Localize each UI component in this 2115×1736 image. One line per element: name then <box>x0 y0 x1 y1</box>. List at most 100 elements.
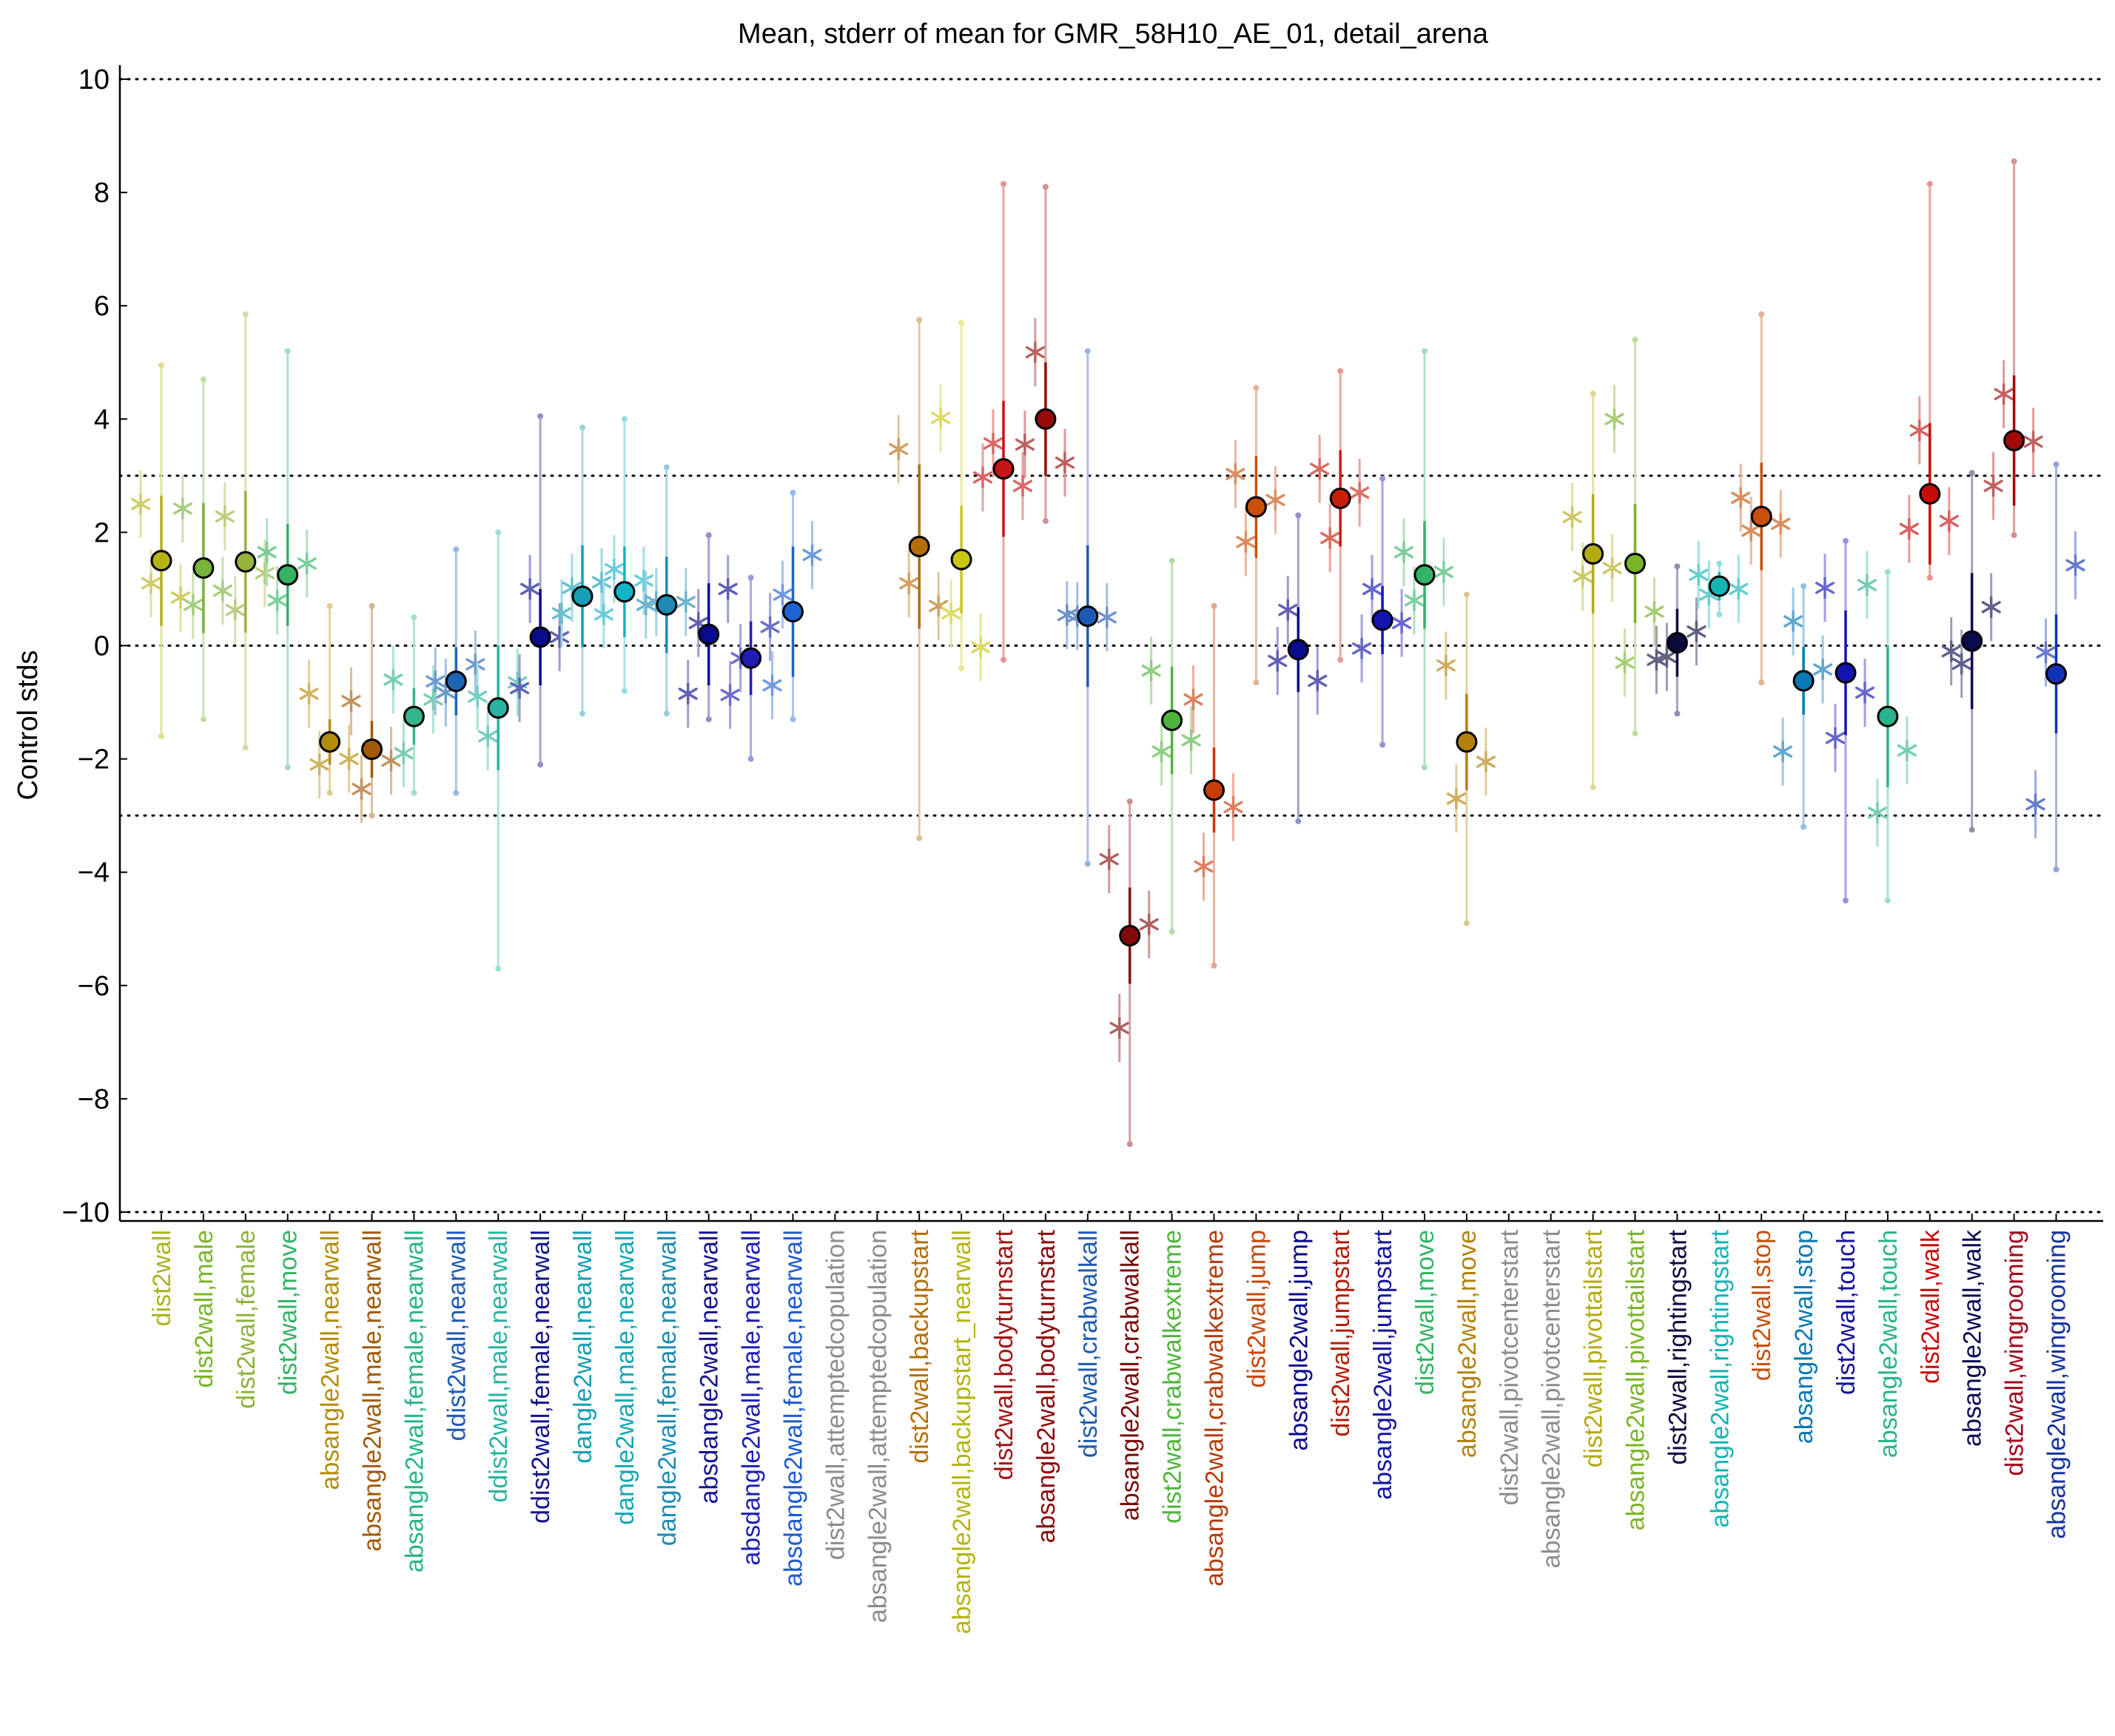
range-end-dot <box>916 317 923 323</box>
star-marker <box>1055 451 1075 474</box>
star-stroke <box>1644 605 1664 618</box>
star-marker <box>889 438 909 460</box>
star-stroke <box>1139 918 1159 931</box>
star-marker <box>550 626 570 648</box>
range-end-dot <box>1001 656 1006 663</box>
range-end-dot <box>1968 827 1975 833</box>
range-end-dot <box>621 687 628 694</box>
star-stroke <box>1899 522 1919 536</box>
mean-marker <box>1919 482 1941 505</box>
mean-marker <box>908 536 930 558</box>
data-point-group <box>1015 184 1075 525</box>
mean-marker <box>1877 705 1899 727</box>
range-end-dot <box>453 790 460 796</box>
range-end-dot <box>453 546 460 553</box>
range-end-dot <box>579 424 585 431</box>
star-stroke <box>478 730 498 743</box>
star-stroke <box>1012 480 1033 492</box>
star-stroke <box>172 502 192 515</box>
range-end-dot <box>537 761 544 768</box>
chart-title: Mean, stderr of mean for GMR_58H10_AE_01… <box>738 18 1489 50</box>
range-end-dot <box>1126 1141 1133 1148</box>
range-end-dot <box>1800 824 1807 830</box>
star-stroke <box>972 471 993 484</box>
range-end-dot <box>958 320 965 326</box>
star-marker <box>257 541 277 563</box>
x-tick-label: dist2wall,touch <box>1832 1230 1860 1395</box>
star-stroke <box>678 687 698 700</box>
range-end-dot <box>1674 710 1681 717</box>
range-end-dot <box>1926 181 1933 187</box>
star-stroke <box>510 682 530 695</box>
data-point-group <box>594 416 653 694</box>
star-marker <box>1783 610 1803 633</box>
star-stroke <box>591 576 612 589</box>
star-marker <box>510 677 530 699</box>
mean-marker <box>487 697 509 719</box>
data-point-group <box>762 489 822 723</box>
mean-marker <box>1961 630 1983 652</box>
star-marker <box>1151 740 1171 763</box>
mean-marker <box>698 623 720 645</box>
star-stroke <box>1278 604 1298 616</box>
range-end-dot <box>1926 574 1933 581</box>
mean-marker <box>992 458 1015 480</box>
star-stroke <box>562 582 582 594</box>
data-point-group <box>1310 368 1370 663</box>
range-end-dot <box>200 716 206 723</box>
star-stroke <box>1897 744 1917 757</box>
data-point-group <box>1562 390 1622 790</box>
range-end-dot <box>1253 385 1260 391</box>
range-end-dot <box>1042 518 1049 525</box>
star-stroke <box>1939 514 1959 528</box>
star-marker <box>971 636 991 659</box>
mean-marker <box>150 550 172 572</box>
mean-marker <box>950 548 972 571</box>
range-end-dot <box>1843 537 1849 544</box>
range-end-dot <box>1379 741 1386 748</box>
range-end-dot <box>200 376 206 383</box>
star-stroke <box>594 608 613 621</box>
star-stroke <box>720 688 740 702</box>
range-end-dot <box>1463 920 1470 926</box>
star-stroke <box>341 695 361 707</box>
star-marker <box>1109 1017 1129 1039</box>
range-end-dot <box>2011 158 2017 164</box>
star-marker <box>520 578 540 600</box>
star-marker <box>1731 486 1751 509</box>
star-stroke <box>1983 480 2003 492</box>
data-point-group <box>1057 348 1117 867</box>
range-end-dot <box>1674 563 1681 570</box>
range-end-dot <box>158 362 164 369</box>
x-tick-label: absangle2wall,attemptedcopulation <box>864 1230 892 1623</box>
star-stroke <box>212 584 232 597</box>
star-marker <box>1223 795 1243 818</box>
range-end-dot <box>1337 368 1344 374</box>
star-stroke <box>1573 570 1593 583</box>
star-marker <box>633 569 653 592</box>
star-stroke <box>1433 565 1454 579</box>
x-tick-label: ddist2wall,female,nearwall <box>527 1230 555 1524</box>
range-end-dot <box>1211 602 1217 609</box>
star-marker <box>1181 729 1201 752</box>
star-marker <box>2036 641 2056 664</box>
data-point-group <box>1436 591 1496 926</box>
range-end-dot <box>1463 591 1470 598</box>
star-marker <box>1476 750 1496 773</box>
star-stroke <box>1352 642 1372 655</box>
range-end-dot <box>284 348 291 354</box>
star-marker <box>1183 688 1203 710</box>
x-tick-label: absangle2wall,female,nearwall <box>400 1230 428 1572</box>
star-marker <box>465 653 485 676</box>
x-tick-label: dist2wall,jump <box>1243 1230 1271 1388</box>
star-marker <box>1362 578 1382 600</box>
x-tick-label: dist2wall,crabwalkall <box>1075 1230 1103 1458</box>
star-stroke <box>215 510 235 523</box>
star-stroke <box>267 594 287 607</box>
mean-marker <box>1119 924 1141 946</box>
x-tick-label: dist2wall,stop <box>1748 1230 1776 1381</box>
range-end-dot <box>326 790 333 796</box>
x-tick-label: absdangle2wall,male,nearwall <box>738 1230 766 1566</box>
range-end-dot <box>747 756 754 762</box>
star-marker <box>1741 519 1761 542</box>
